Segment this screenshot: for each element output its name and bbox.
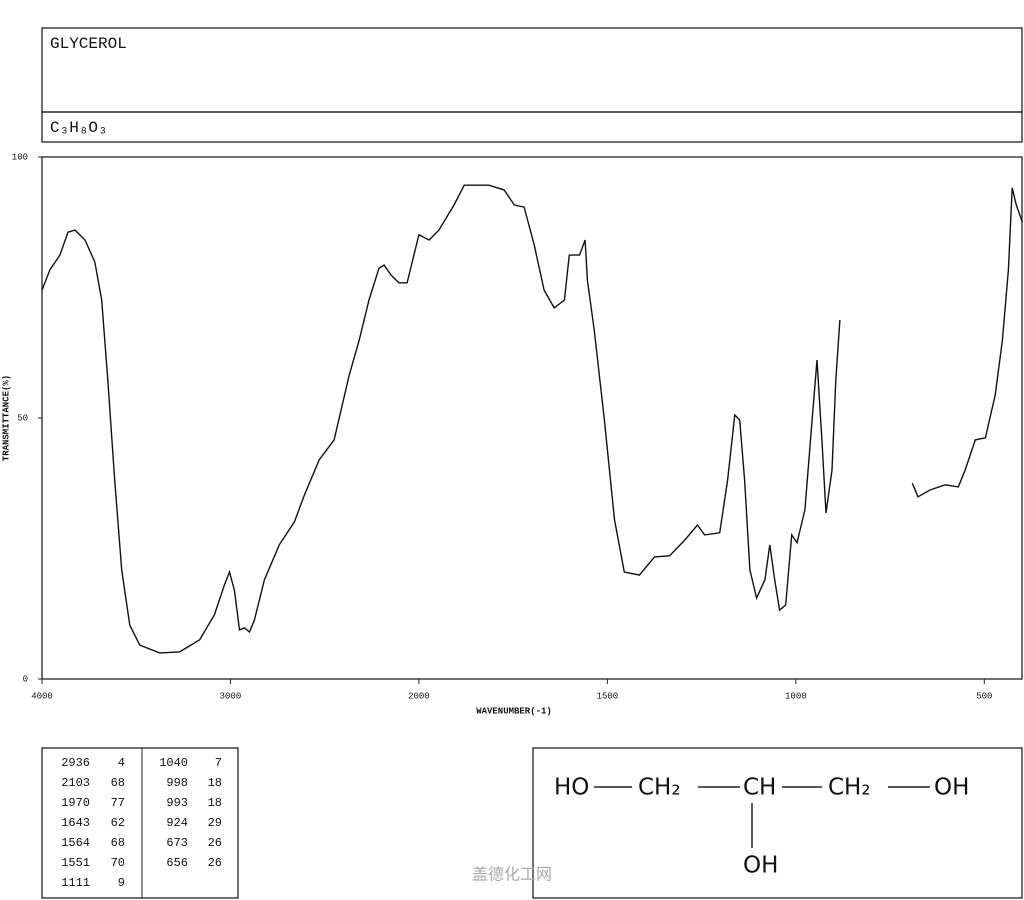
table-cell: 26 (208, 836, 222, 850)
table-cell: 18 (208, 776, 222, 790)
table-cell: 1564 (61, 836, 90, 850)
title-box (41, 27, 1023, 113)
table-cell: 62 (111, 816, 125, 830)
table-cell: 68 (111, 836, 125, 850)
table-cell: 1551 (61, 856, 90, 870)
table-cell: 998 (166, 776, 188, 790)
formula-box (41, 111, 1023, 143)
table-cell: 77 (111, 796, 125, 810)
table-cell: 924 (166, 816, 188, 830)
table-cell: 656 (166, 856, 188, 870)
peak-table (41, 747, 239, 899)
y-axis-label: TRANSMITTANCE(%) (1, 375, 11, 461)
table-cell: 18 (208, 796, 222, 810)
atom-label: HO (554, 775, 589, 801)
x-tick-label: 4000 (31, 691, 53, 701)
table-cell: 1970 (61, 796, 90, 810)
x-tick-label: 3000 (220, 691, 242, 701)
table-cell: 2103 (61, 776, 90, 790)
x-tick-label: 1000 (785, 691, 807, 701)
table-cell: 993 (166, 796, 188, 810)
atom-label: CH₂ (828, 775, 871, 801)
table-cell: 1040 (159, 756, 188, 770)
bonds (594, 786, 930, 848)
x-tick-label: 2000 (408, 691, 430, 701)
chart-title: GLYCEROL (50, 35, 127, 53)
table-cell: 673 (166, 836, 188, 850)
structure-box (532, 747, 1023, 899)
table-cell: 68 (111, 776, 125, 790)
table-cell: 29 (208, 816, 222, 830)
table-cell: 4 (118, 756, 125, 770)
atom-label: CH₂ (638, 775, 681, 801)
x-tick-label: 1500 (597, 691, 619, 701)
y-tick-label: 100 (12, 152, 28, 162)
table-cell: 26 (208, 856, 222, 870)
table-cell: 2936 (61, 756, 90, 770)
table-cell: 9 (118, 876, 125, 890)
table-cell: 1643 (61, 816, 90, 830)
watermark: 盖德化工网 (472, 865, 552, 884)
x-tick-label: 500 (976, 691, 992, 701)
atom-label: CH (743, 775, 776, 801)
atom-label: OH (934, 775, 969, 801)
y-tick-label: 50 (17, 413, 28, 423)
table-cell: 1111 (61, 876, 90, 890)
chart-subtitle: C₃H₈O₃ (50, 119, 108, 137)
spectrum-line (41, 184, 1024, 654)
table-cell: 70 (111, 856, 125, 870)
x-axis-label: WAVENUMBER(-1) (476, 706, 552, 716)
atom-label: OH (743, 853, 778, 879)
y-tick-label: 0 (23, 674, 28, 684)
table-cell: 7 (215, 756, 222, 770)
